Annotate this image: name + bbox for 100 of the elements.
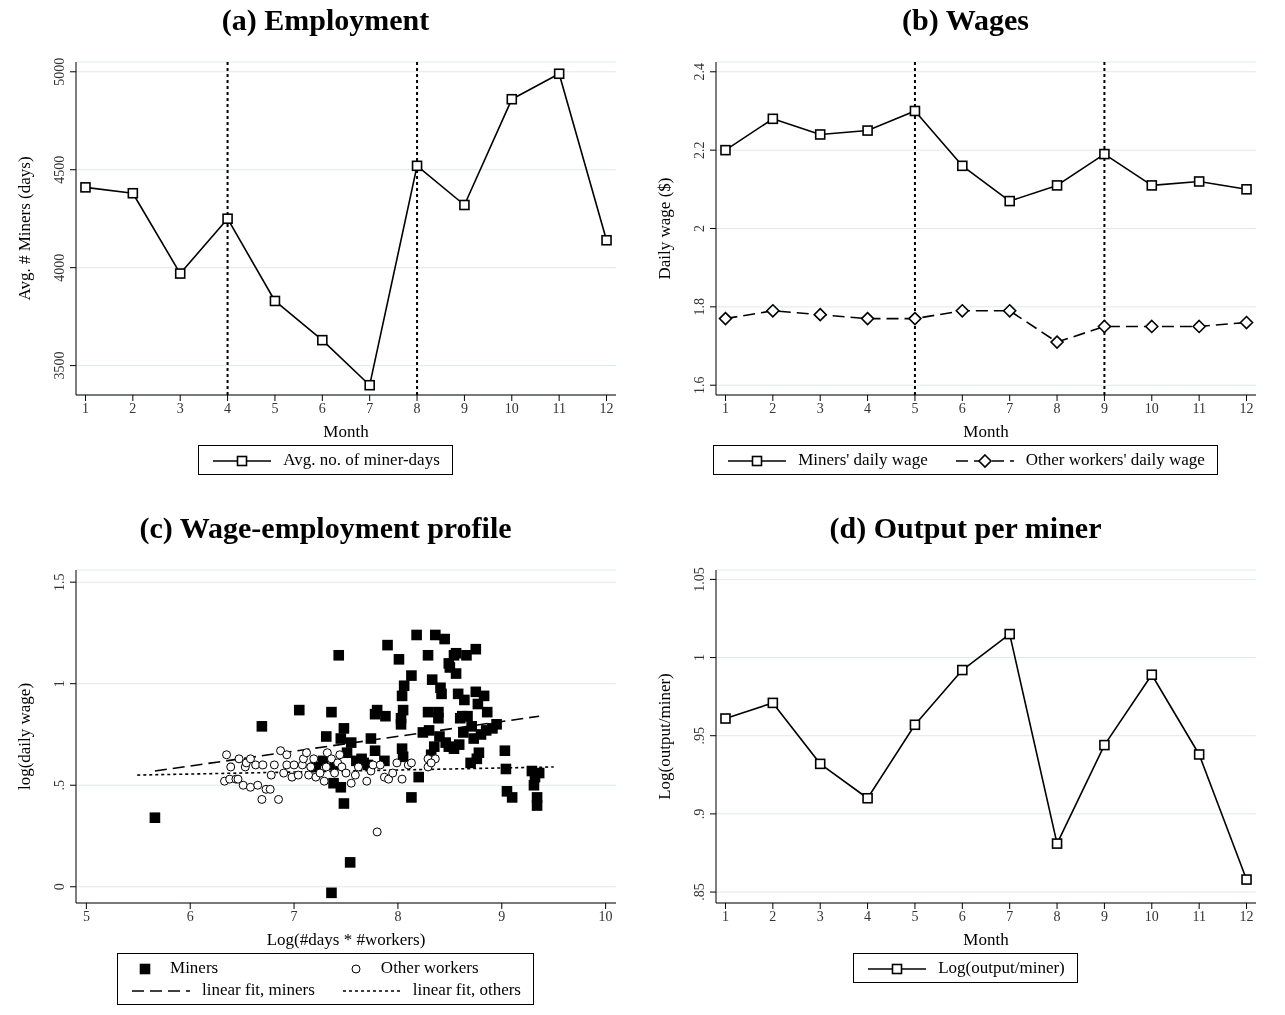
point <box>1241 184 1252 195</box>
point <box>1144 319 1159 334</box>
y-tick-label: 1 <box>692 654 707 662</box>
y-tick-label: 2 <box>692 225 707 232</box>
y-tick-label: .5 <box>52 779 67 791</box>
legend-label: Miners' daily wage <box>797 449 928 471</box>
x-tick-label: 12 <box>1239 908 1254 924</box>
x-tick-label: 7 <box>366 400 374 416</box>
x-axis-title: Log(#days * #workers) <box>266 930 426 949</box>
x-tick-label: 10 <box>598 908 613 924</box>
x-tick-label: 5 <box>911 400 919 416</box>
point <box>1097 319 1112 334</box>
x-tick-label: 7 <box>1006 400 1014 416</box>
y-tick-label: 1.5 <box>52 573 67 591</box>
chart-title: (c) Wage-employment profile <box>138 510 513 546</box>
x-tick-label: 3 <box>816 908 824 924</box>
x-tick-label: 5 <box>271 400 279 416</box>
point <box>957 664 968 676</box>
point <box>601 234 612 246</box>
x-tick-label: 11 <box>1192 400 1206 416</box>
x-tick-label: 8 <box>394 908 402 924</box>
chart-title: (a) Employment <box>220 2 431 38</box>
point <box>1004 195 1015 207</box>
legend-label: Avg. no. of miner-days <box>282 449 440 471</box>
point <box>767 697 779 709</box>
point <box>1004 628 1015 640</box>
point <box>174 268 186 279</box>
x-tick-label: 1 <box>721 400 729 416</box>
y-axis-title: Avg. # Miners (days) <box>15 156 35 301</box>
point <box>459 199 470 211</box>
point <box>720 144 731 156</box>
x-tick-label: 9 <box>1100 908 1108 924</box>
y-axis-title: log(daily wage) <box>15 682 35 791</box>
x-tick-label: 4 <box>864 400 872 416</box>
point <box>862 125 873 136</box>
x-tick-label: 1 <box>721 908 729 924</box>
x-tick-label: 9 <box>1100 400 1108 416</box>
point <box>411 160 423 172</box>
x-tick-label: 11 <box>1192 908 1206 924</box>
x-tick-label: 5 <box>911 908 919 924</box>
y-tick-label: 1.05 <box>692 567 707 592</box>
x-tick-label: 12 <box>599 400 614 416</box>
point <box>317 334 328 346</box>
point <box>767 113 779 125</box>
point <box>955 303 970 318</box>
point <box>80 182 91 193</box>
point <box>908 311 922 326</box>
point <box>1193 176 1205 187</box>
x-tick-label: 3 <box>816 400 824 416</box>
point <box>1051 838 1063 849</box>
x-tick-label: 10 <box>1144 400 1159 416</box>
point <box>269 295 281 307</box>
legend-label: Log(output/miner) <box>937 957 1065 979</box>
x-tick-label: 12 <box>1239 400 1254 416</box>
point <box>506 93 518 105</box>
x-tick-label: 6 <box>958 400 966 416</box>
y-tick-label: .9 <box>692 808 707 820</box>
point <box>1192 319 1206 334</box>
y-tick-label: 5000 <box>52 57 67 86</box>
x-tick-label: 6 <box>318 400 326 416</box>
y-tick-label: 0 <box>52 883 67 891</box>
point <box>1002 303 1017 318</box>
x-tick-label: 5 <box>82 908 90 924</box>
x-tick-label: 6 <box>186 908 194 924</box>
x-tick-label: 3 <box>176 400 184 416</box>
y-tick-label: .95 <box>692 726 707 745</box>
point <box>1146 180 1158 191</box>
x-axis-title: Month <box>323 422 370 441</box>
x-tick-label: 8 <box>1053 908 1061 924</box>
x-tick-label: 8 <box>1053 400 1061 416</box>
x-tick-label: 4 <box>864 908 872 924</box>
x-tick-label: 2 <box>769 908 777 924</box>
point <box>862 792 873 804</box>
y-tick-label: 3500 <box>52 351 67 380</box>
x-tick-label: 11 <box>552 400 566 416</box>
x-axis-title: Month <box>963 422 1010 441</box>
point <box>813 307 828 322</box>
point <box>718 311 733 326</box>
point <box>1051 180 1063 191</box>
y-tick-label: 4000 <box>52 253 67 282</box>
point <box>766 303 780 318</box>
y-axis-title: Daily wage ($) <box>655 177 675 280</box>
point <box>814 758 826 770</box>
x-tick-label: 6 <box>958 908 966 924</box>
point <box>127 187 139 199</box>
legend-label: Other workers' daily wage <box>1024 449 1205 471</box>
chart-title: (d) Output per miner <box>828 510 1103 546</box>
x-tick-label: 2 <box>129 400 137 416</box>
point <box>1193 749 1205 760</box>
x-tick-label: 9 <box>498 908 506 924</box>
point <box>814 129 826 140</box>
point <box>1099 739 1110 751</box>
y-tick-label: 1 <box>52 680 67 688</box>
chart-title: (b) Wages <box>901 2 1030 38</box>
legend-label: Other workers <box>379 957 480 979</box>
point <box>860 311 875 326</box>
point <box>909 719 921 731</box>
x-tick-label: 10 <box>1144 908 1159 924</box>
x-tick-label: 8 <box>413 400 421 416</box>
point <box>1146 669 1158 681</box>
